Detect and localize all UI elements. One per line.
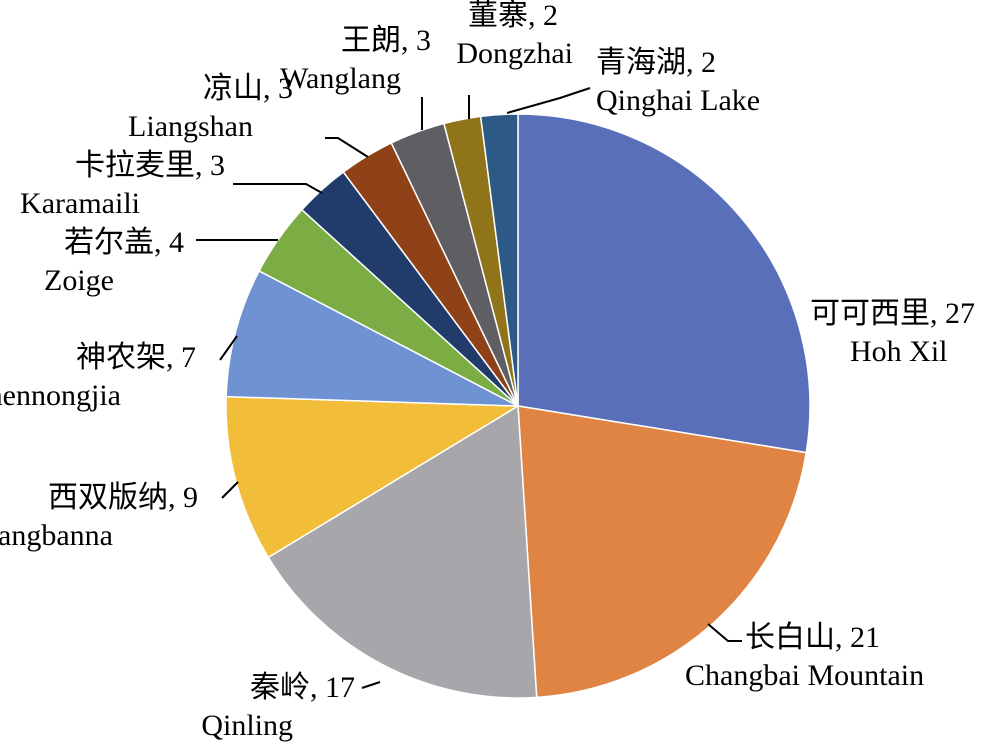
slice-label-english: Qinghai Lake: [596, 84, 760, 117]
slice-label-english: Hoh Xil: [850, 335, 948, 368]
leader-line: [707, 623, 742, 642]
slice-label-value: 王朗, 3: [341, 24, 431, 57]
pie-slice-xishuangbanna: [225, 395, 521, 559]
slice-label-english: Dongzhai: [456, 37, 573, 70]
slice-label-english: Karamaili: [20, 187, 140, 220]
leader-line: [506, 87, 591, 114]
slice-label-english: Zoige: [44, 264, 114, 297]
slice-label-english: Liangshan: [128, 110, 253, 143]
pie-slice-shennongjia: [225, 269, 519, 407]
leader-line: [221, 481, 239, 499]
pie-slice-qinling: [267, 404, 538, 699]
leader-line: [233, 183, 323, 194]
slice-label-value: 神农架, 7: [76, 341, 196, 374]
pie-slice-changbai-mountain: [517, 405, 808, 699]
slice-label-english: Qinling: [201, 709, 293, 742]
slice-labels: 可可西里, 27 Hoh Xil 长白山, 21 Changbai Mountain 秦…: [0, 0, 975, 742]
pie-slice-qinghai-lake: [479, 113, 519, 407]
leader-line: [361, 681, 381, 689]
slice-label-english: Shennongjia: [0, 379, 121, 412]
slice-label-english: Wanglang: [280, 62, 401, 95]
pie-slices: [225, 113, 811, 699]
slice-label-value: 董寨, 2: [468, 0, 558, 32]
slice-label-value: 若尔盖, 4: [64, 226, 184, 259]
slice-label-value: 卡拉麦里, 3: [75, 149, 225, 182]
slice-label-value: 长白山, 21: [745, 621, 880, 654]
pie-slice-hoh-xil: [517, 113, 811, 454]
slice-label-value: 可可西里, 27: [810, 297, 975, 330]
slice-label-value: 凉山, 3: [203, 72, 293, 105]
leader-line: [325, 137, 369, 158]
slice-label-value: 秦岭, 17: [250, 671, 355, 704]
slice-label-english: Xishuangbanna: [0, 519, 113, 552]
slice-label-value: 青海湖, 2: [596, 46, 716, 79]
slice-label-english: Changbai Mountain: [685, 659, 924, 692]
slice-label-value: 西双版纳, 9: [48, 481, 198, 514]
leader-line: [219, 335, 238, 361]
